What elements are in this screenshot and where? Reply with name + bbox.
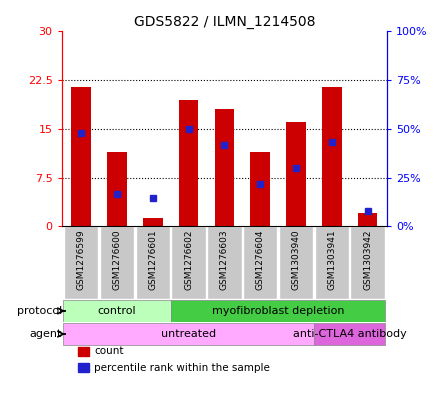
Bar xyxy=(286,122,306,226)
Title: GDS5822 / ILMN_1214508: GDS5822 / ILMN_1214508 xyxy=(134,15,315,29)
Bar xyxy=(322,86,341,226)
Bar xyxy=(215,109,234,226)
Text: GSM1303940: GSM1303940 xyxy=(291,229,301,290)
Text: GSM1276601: GSM1276601 xyxy=(148,229,158,290)
Text: GSM1276602: GSM1276602 xyxy=(184,229,193,290)
Text: GSM1303941: GSM1303941 xyxy=(327,229,336,290)
Text: myofibroblast depletion: myofibroblast depletion xyxy=(212,306,345,316)
Bar xyxy=(107,152,127,226)
FancyBboxPatch shape xyxy=(63,300,171,322)
Text: GSM1276603: GSM1276603 xyxy=(220,229,229,290)
Text: untreated: untreated xyxy=(161,329,216,339)
FancyBboxPatch shape xyxy=(100,226,134,299)
FancyBboxPatch shape xyxy=(64,226,99,299)
FancyBboxPatch shape xyxy=(243,226,277,299)
FancyBboxPatch shape xyxy=(171,300,385,322)
FancyBboxPatch shape xyxy=(207,226,242,299)
Text: percentile rank within the sample: percentile rank within the sample xyxy=(94,363,270,373)
Text: GSM1276599: GSM1276599 xyxy=(77,229,86,290)
Bar xyxy=(78,347,89,356)
Bar xyxy=(358,213,378,226)
FancyBboxPatch shape xyxy=(314,323,385,345)
Text: anti-CTLA4 antibody: anti-CTLA4 antibody xyxy=(293,329,407,339)
Text: protocol: protocol xyxy=(17,306,62,316)
FancyBboxPatch shape xyxy=(350,226,385,299)
Text: GSM1303942: GSM1303942 xyxy=(363,229,372,290)
Bar xyxy=(143,219,163,226)
Text: GSM1276604: GSM1276604 xyxy=(256,229,265,290)
FancyBboxPatch shape xyxy=(63,323,314,345)
Text: GSM1276600: GSM1276600 xyxy=(113,229,121,290)
FancyBboxPatch shape xyxy=(172,226,206,299)
Text: agent: agent xyxy=(29,329,62,339)
Text: control: control xyxy=(98,306,136,316)
Bar xyxy=(78,364,89,372)
Bar xyxy=(179,100,198,226)
FancyBboxPatch shape xyxy=(136,226,170,299)
Bar xyxy=(250,152,270,226)
Text: count: count xyxy=(94,346,124,356)
FancyBboxPatch shape xyxy=(279,226,313,299)
Bar xyxy=(71,86,91,226)
FancyBboxPatch shape xyxy=(315,226,349,299)
